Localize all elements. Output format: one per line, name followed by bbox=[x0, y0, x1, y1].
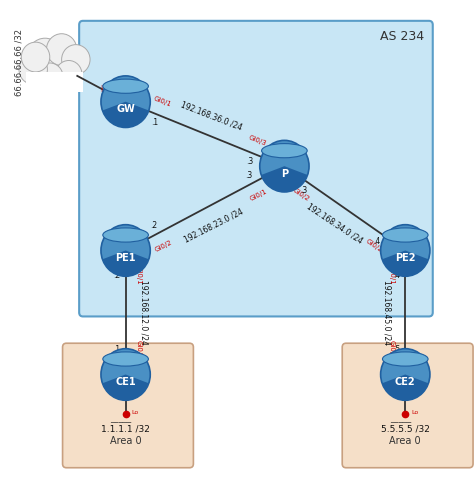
Ellipse shape bbox=[103, 228, 148, 242]
Text: .3: .3 bbox=[246, 157, 253, 166]
Circle shape bbox=[46, 34, 77, 65]
Text: Area 0: Area 0 bbox=[110, 436, 141, 446]
Circle shape bbox=[260, 140, 309, 192]
Text: Gi0/2: Gi0/2 bbox=[154, 239, 173, 253]
Circle shape bbox=[101, 225, 150, 276]
Text: 192.168.45.0 /24: 192.168.45.0 /24 bbox=[383, 280, 392, 345]
Text: 192.168.36.0 /24: 192.168.36.0 /24 bbox=[180, 100, 244, 132]
Circle shape bbox=[55, 61, 82, 88]
Ellipse shape bbox=[383, 228, 428, 242]
Text: .2: .2 bbox=[113, 271, 121, 280]
Wedge shape bbox=[102, 374, 149, 400]
Text: .1: .1 bbox=[151, 119, 158, 127]
Wedge shape bbox=[102, 250, 149, 276]
Text: .1: .1 bbox=[113, 345, 121, 354]
Text: .4: .4 bbox=[373, 237, 380, 246]
Text: Gi0/1: Gi0/1 bbox=[136, 266, 142, 285]
Wedge shape bbox=[382, 374, 428, 400]
Text: Lo: Lo bbox=[411, 410, 418, 415]
Text: 192.168.34.0 /24: 192.168.34.0 /24 bbox=[305, 202, 365, 246]
Circle shape bbox=[381, 349, 430, 400]
FancyBboxPatch shape bbox=[342, 343, 473, 468]
Text: Gi0/1: Gi0/1 bbox=[249, 188, 268, 202]
Text: 5.5.5.5 /32: 5.5.5.5 /32 bbox=[381, 424, 430, 433]
FancyBboxPatch shape bbox=[79, 21, 433, 316]
Bar bbox=[26, 72, 83, 92]
Wedge shape bbox=[261, 166, 308, 192]
Wedge shape bbox=[382, 250, 428, 276]
Text: Gi0/2: Gi0/2 bbox=[292, 187, 310, 202]
Text: 192.168.12.0 /24: 192.168.12.0 /24 bbox=[139, 280, 148, 345]
Text: CE1: CE1 bbox=[115, 377, 136, 387]
Circle shape bbox=[21, 42, 50, 72]
Text: .4: .4 bbox=[393, 271, 401, 280]
Ellipse shape bbox=[103, 352, 148, 366]
Ellipse shape bbox=[383, 352, 428, 366]
Ellipse shape bbox=[103, 79, 148, 93]
Ellipse shape bbox=[262, 144, 307, 158]
Text: .2: .2 bbox=[150, 221, 157, 230]
Circle shape bbox=[36, 63, 63, 91]
Text: 1.1.1.1 /32: 1.1.1.1 /32 bbox=[101, 424, 150, 433]
Text: Gi0/1: Gi0/1 bbox=[389, 266, 395, 285]
Text: ─────: ───── bbox=[390, 420, 411, 426]
Circle shape bbox=[381, 225, 430, 276]
Wedge shape bbox=[102, 102, 149, 127]
Text: CE2: CE2 bbox=[395, 377, 416, 387]
Text: .5: .5 bbox=[393, 345, 401, 354]
Text: 66.66.66.66 /32: 66.66.66.66 /32 bbox=[15, 28, 23, 96]
Text: PE1: PE1 bbox=[115, 253, 136, 263]
Circle shape bbox=[19, 55, 47, 84]
Text: .3: .3 bbox=[300, 186, 308, 195]
Circle shape bbox=[62, 45, 90, 74]
Text: GW: GW bbox=[116, 105, 135, 115]
Text: Gi0/3: Gi0/3 bbox=[247, 134, 267, 146]
Text: Lo: Lo bbox=[131, 410, 138, 415]
Text: Gi0/1: Gi0/1 bbox=[136, 340, 142, 359]
Circle shape bbox=[101, 76, 150, 127]
Circle shape bbox=[101, 349, 150, 400]
Text: Gi0/1: Gi0/1 bbox=[152, 95, 172, 108]
Text: Gi0/2: Gi0/2 bbox=[365, 238, 383, 253]
Text: Area 0: Area 0 bbox=[390, 436, 421, 446]
Text: .3: .3 bbox=[245, 171, 253, 180]
Text: Gi0/1: Gi0/1 bbox=[389, 340, 395, 359]
Circle shape bbox=[27, 38, 63, 76]
Text: AS 234: AS 234 bbox=[380, 30, 424, 43]
Text: PE2: PE2 bbox=[395, 253, 416, 263]
Text: 192.168.23.0 /24: 192.168.23.0 /24 bbox=[182, 206, 244, 244]
Text: ─────: ───── bbox=[110, 420, 131, 426]
FancyBboxPatch shape bbox=[63, 343, 193, 468]
Text: P: P bbox=[281, 169, 288, 179]
Text: L1: L1 bbox=[100, 85, 109, 94]
